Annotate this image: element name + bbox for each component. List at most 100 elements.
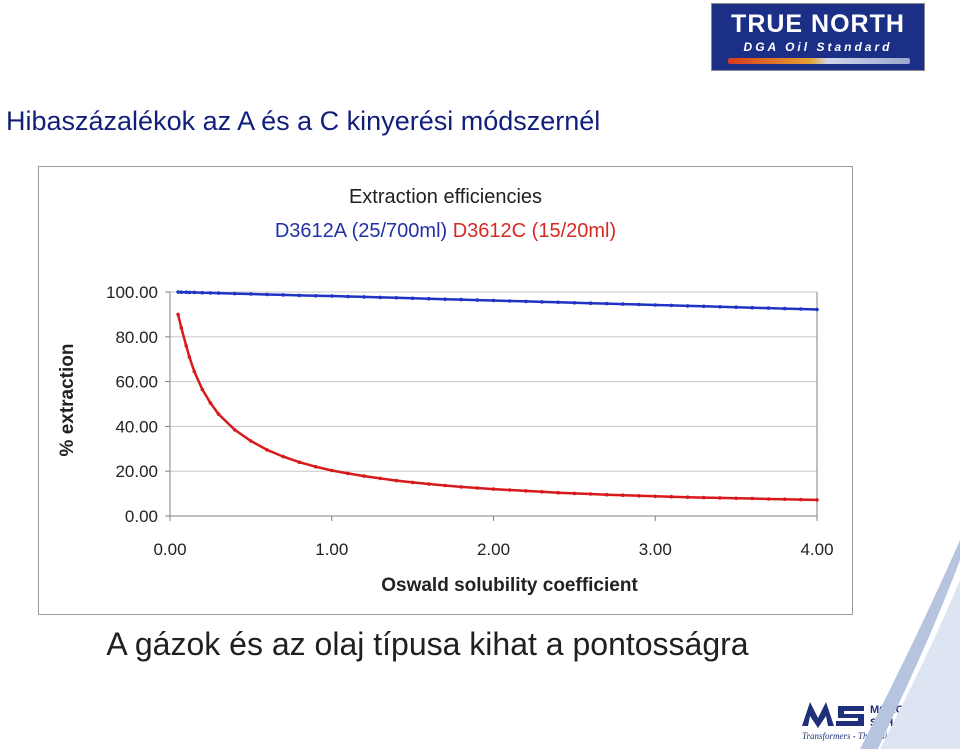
series-c-point <box>216 412 221 416</box>
series-a-point <box>394 296 399 300</box>
series-a-point <box>459 297 464 302</box>
series-c-point <box>208 401 213 405</box>
ms-logo-line1: MORGAN <box>870 704 920 716</box>
series-a-point <box>208 291 213 295</box>
ms-logo-tagline: Transformers - The Inside View <box>802 731 915 741</box>
series-c-point <box>176 312 180 317</box>
ms-logo-s-mark <box>836 706 864 726</box>
series-a-point <box>330 294 334 298</box>
series-c-point <box>427 482 431 486</box>
series-c-point <box>378 476 383 481</box>
series-c-point <box>281 454 286 459</box>
series-c-point <box>459 485 464 489</box>
series-a-point <box>281 293 286 297</box>
true-north-logo-subtitle: DGA Oil Standard <box>743 40 893 54</box>
syringe-graphic <box>728 58 910 64</box>
ms-logo-mark <box>802 702 834 728</box>
series-c-point <box>507 488 512 492</box>
series-a-point <box>475 298 480 302</box>
series-a-point <box>815 307 819 312</box>
series-a-point <box>187 290 192 295</box>
series-a-point <box>766 306 771 310</box>
series-c-point <box>232 428 237 432</box>
series-c-point <box>179 326 184 330</box>
chart-series <box>176 290 819 502</box>
series-a-point <box>192 290 197 295</box>
y-tick-label: 60.00 <box>115 373 158 392</box>
series-c-point <box>184 344 188 348</box>
series-a-point <box>604 301 609 306</box>
series-c-point <box>330 468 334 473</box>
x-tick-label: 0.00 <box>153 540 186 559</box>
series-a-point <box>669 303 674 308</box>
series-a-point <box>507 299 512 303</box>
series-c-point <box>410 480 415 485</box>
y-tick-label: 80.00 <box>115 328 158 347</box>
series-c-point <box>394 478 399 483</box>
ms-logo-line2: SCHAFFER <box>870 717 930 729</box>
x-axis-title: Oswald solubility coefficient <box>381 575 638 596</box>
true-north-logo-title: TRUE NORTH <box>731 10 905 38</box>
chart-title: Extraction efficiencies <box>348 186 543 208</box>
series-c-point <box>734 496 738 501</box>
series-c-point <box>346 471 350 476</box>
y-tick-label: 0.00 <box>125 507 158 526</box>
series-a-legend-label: D3612A (25/700ml) <box>274 220 448 242</box>
series-a-point <box>750 305 755 310</box>
series-c-point <box>572 491 577 496</box>
series-a-point <box>443 297 447 302</box>
series-c-point <box>556 490 560 495</box>
series-a-point <box>782 306 787 311</box>
chart-subtitle: D3612A (25/700ml) D3612C (15/20ml) <box>38 220 853 243</box>
series-a-point <box>685 304 690 308</box>
series-c-point <box>491 487 496 491</box>
series-a-point <box>176 290 180 294</box>
series-a-point <box>588 301 593 306</box>
x-tick-label: 1.00 <box>315 540 348 559</box>
series-c-point <box>192 369 197 374</box>
x-tick-label: 2.00 <box>477 540 510 559</box>
series-c-point <box>588 492 593 496</box>
series-c-point <box>313 464 318 469</box>
series-a-point <box>621 302 625 306</box>
series-c-point <box>766 497 771 501</box>
chart-frame <box>38 166 853 615</box>
series-c-point <box>750 496 755 501</box>
chart-gridlines <box>170 291 817 472</box>
series-c-point <box>200 387 205 392</box>
series-c-point <box>443 483 447 488</box>
series-c-point <box>604 492 609 497</box>
series-c-point <box>782 497 787 502</box>
series-a-point <box>184 290 188 295</box>
series-a-point <box>491 298 496 303</box>
chart-axes <box>165 291 818 521</box>
series-c-point <box>702 495 706 500</box>
series-a-point <box>313 294 318 298</box>
series-a-point <box>362 295 366 299</box>
chart-labels: 0.00 20.00 40.00 60.00 80.00 100.00 0.00 1.00 2.… <box>57 283 834 596</box>
series-a-point <box>702 304 706 309</box>
series-c-line <box>176 314 818 502</box>
series-a-point <box>216 291 221 295</box>
x-tick-label: 4.00 <box>800 540 833 559</box>
series-c-point <box>637 494 641 498</box>
series-a-point <box>200 290 205 295</box>
series-a-point <box>734 305 738 310</box>
series-c-legend-label: D3612C (15/20ml) <box>452 220 617 242</box>
series-c-point <box>718 496 722 500</box>
series-c-point <box>475 486 480 490</box>
series-a-point <box>718 305 722 309</box>
series-c-point <box>265 448 269 452</box>
y-tick-label: 100.00 <box>106 283 158 302</box>
series-a-point <box>427 296 431 301</box>
series-c-point <box>669 494 674 499</box>
series-c-point <box>187 355 192 359</box>
series-c-point <box>297 460 302 465</box>
series-c-point <box>362 474 366 478</box>
series-a-point <box>378 295 383 300</box>
series-c-point <box>653 494 658 499</box>
bottom-caption: A gázok és az olaj típusa kihat a pontos… <box>106 626 749 662</box>
true-north-logo: TRUE NORTH DGA Oil Standard <box>711 3 925 71</box>
series-c-point <box>621 493 625 498</box>
series-a-point <box>540 300 544 304</box>
